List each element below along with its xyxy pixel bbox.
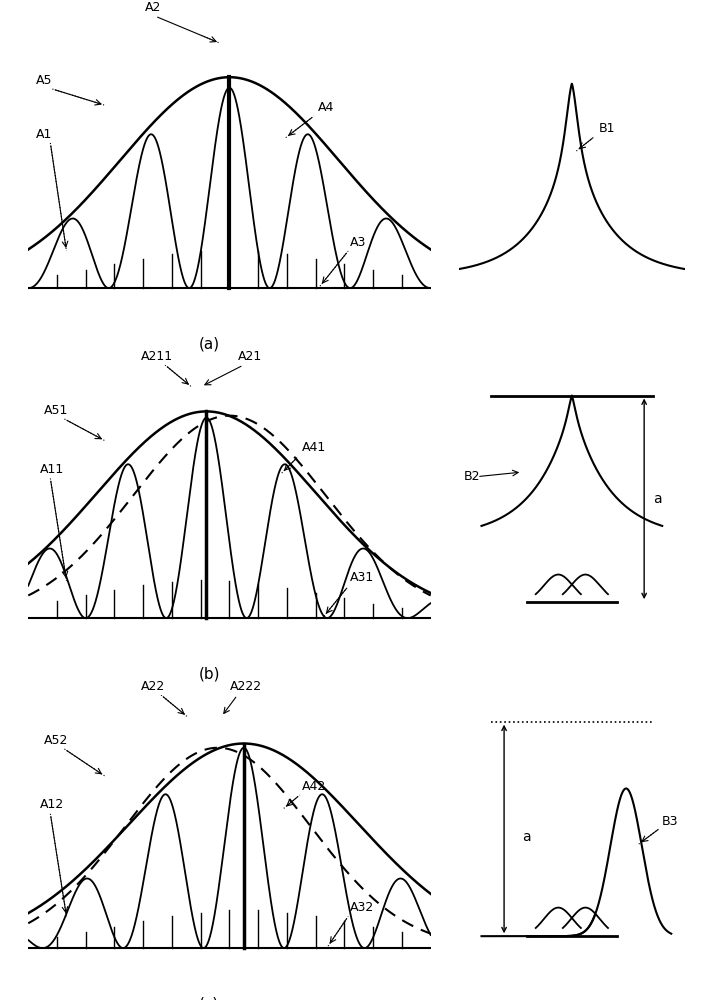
Text: A222: A222 (229, 680, 262, 693)
Text: A12: A12 (40, 798, 64, 811)
Text: (b): (b) (198, 666, 220, 681)
Text: A21: A21 (237, 350, 262, 363)
Text: B2: B2 (463, 470, 480, 483)
Text: A52: A52 (44, 734, 68, 747)
Text: (c): (c) (199, 996, 220, 1000)
Text: A51: A51 (44, 404, 68, 417)
Text: A4: A4 (318, 101, 335, 114)
Text: A22: A22 (141, 680, 165, 693)
Text: A2: A2 (145, 1, 161, 14)
Text: A32: A32 (350, 901, 374, 914)
Text: B1: B1 (599, 122, 616, 135)
Text: a: a (522, 830, 531, 844)
Text: A211: A211 (141, 350, 173, 363)
Text: A42: A42 (302, 780, 326, 792)
Text: a: a (653, 492, 662, 506)
Text: A3: A3 (350, 236, 366, 249)
Text: A5: A5 (36, 74, 53, 87)
Text: A1: A1 (36, 128, 53, 141)
Text: A41: A41 (302, 441, 326, 454)
Text: A11: A11 (40, 463, 64, 476)
Text: B3: B3 (662, 815, 678, 828)
Text: A31: A31 (350, 571, 374, 584)
Text: (a): (a) (199, 336, 220, 351)
